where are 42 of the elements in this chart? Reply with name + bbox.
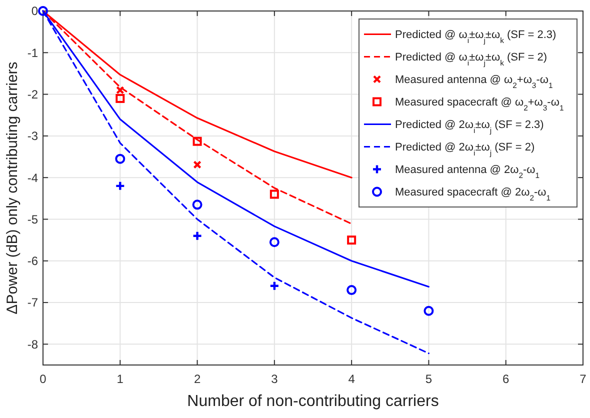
- x-tick-label: 6: [502, 372, 510, 386]
- y-tick-label: -5: [27, 212, 38, 226]
- legend-label: Predicted @ ω$_{i}$±ω$_{j}$±ω$_{k}$ (SF = 2): [395, 52, 547, 68]
- point: [192, 200, 202, 210]
- legend-label: Predicted @ ω$_{i}$±ω$_{j}$±ω$_{k}$ (SF = 2.3): [395, 29, 556, 45]
- x-tick-label: 4: [348, 372, 356, 386]
- x-tick-label: 2: [194, 372, 201, 386]
- x-tick-label: 0: [40, 372, 47, 386]
- point: [269, 237, 280, 248]
- legend-label: Measured antenna @ ω$_{2}$+ω$_{3}$-ω$_{1}$: [395, 74, 553, 90]
- point: [115, 154, 126, 164]
- x-axis-title: Number of non-contributing carriers: [187, 393, 439, 410]
- y-tick-label: -6: [27, 254, 38, 268]
- point: [116, 86, 124, 94]
- point: [38, 6, 48, 16]
- y-tick-label: 0: [31, 4, 38, 18]
- legend-label: Measured spacecraft @ ω$_{2}$+ω$_{3}$-ω$_{1}$: [395, 96, 564, 112]
- y-tick-label: -1: [27, 46, 38, 60]
- point: [193, 160, 202, 169]
- point: [269, 280, 280, 291]
- point: [270, 190, 279, 199]
- y-axis-title: ΔPower (dB) only contributing carriers: [4, 62, 21, 314]
- y-tick-label: -7: [27, 296, 38, 310]
- legend-label: Predicted @ 2ω$_{i}$±ω$_{j}$ (SF = 2): [395, 142, 535, 158]
- point: [347, 236, 356, 245]
- point: [115, 180, 126, 192]
- point: [346, 285, 357, 296]
- point: [192, 230, 202, 241]
- x-tick-label: 7: [580, 372, 587, 386]
- legend-label: Measured spacecraft @ 2ω$_{2}$-ω$_{1}$: [395, 186, 551, 202]
- legend-label: Predicted @ 2ω$_{i}$±ω$_{j}$ (SF = 2.3): [395, 119, 544, 135]
- x-tick-label: 5: [425, 372, 432, 386]
- y-tick-label: -3: [27, 129, 38, 144]
- y-tick-label: -8: [27, 337, 38, 352]
- point: [116, 94, 125, 103]
- point: [424, 306, 434, 316]
- point: [192, 136, 202, 146]
- x-tick-label: 3: [271, 372, 278, 386]
- x-tick-label: 1: [116, 372, 124, 386]
- y-tick-label: -2: [27, 87, 38, 102]
- y-tick-label: -4: [27, 170, 38, 185]
- legend-label: Measured antenna @ 2ω$_{2}$-ω$_{1}$: [395, 164, 540, 180]
